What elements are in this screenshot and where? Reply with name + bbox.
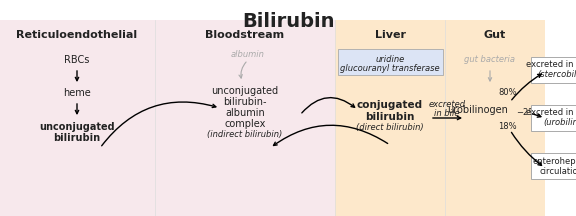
Text: excreted: excreted xyxy=(429,100,465,109)
FancyBboxPatch shape xyxy=(531,57,576,83)
Text: (direct bilirubin): (direct bilirubin) xyxy=(356,123,424,132)
FancyArrowPatch shape xyxy=(102,102,216,146)
Bar xyxy=(335,20,545,216)
Text: excreted in urine: excreted in urine xyxy=(526,108,576,117)
Text: excreted in feces: excreted in feces xyxy=(526,60,576,69)
Text: RBCs: RBCs xyxy=(65,55,90,65)
Text: in bile: in bile xyxy=(434,109,460,118)
Text: (stercobilin): (stercobilin) xyxy=(537,70,576,79)
Text: unconjugated: unconjugated xyxy=(211,86,279,96)
Text: bilirubin-: bilirubin- xyxy=(223,97,267,107)
Text: Liver: Liver xyxy=(374,30,406,40)
Text: Bilirubin: Bilirubin xyxy=(242,12,334,31)
FancyBboxPatch shape xyxy=(531,153,576,179)
FancyArrowPatch shape xyxy=(75,71,79,81)
Text: gut bacteria: gut bacteria xyxy=(464,55,516,64)
Text: enterohepatic: enterohepatic xyxy=(532,157,576,166)
FancyArrowPatch shape xyxy=(433,116,461,120)
Text: albumin: albumin xyxy=(231,50,265,59)
Text: heme: heme xyxy=(63,88,91,98)
Bar xyxy=(0,20,335,216)
Text: 18%: 18% xyxy=(498,122,517,131)
Text: complex: complex xyxy=(224,119,266,129)
FancyArrowPatch shape xyxy=(274,125,388,145)
Text: bilirubin: bilirubin xyxy=(54,133,101,143)
FancyBboxPatch shape xyxy=(531,105,576,131)
Text: unconjugated: unconjugated xyxy=(39,122,115,132)
FancyArrowPatch shape xyxy=(511,132,541,165)
Text: conjugated: conjugated xyxy=(357,100,423,110)
Text: 80%: 80% xyxy=(498,88,517,97)
FancyArrowPatch shape xyxy=(488,71,492,81)
Text: −2%: −2% xyxy=(516,108,536,117)
Text: Gut: Gut xyxy=(484,30,506,40)
FancyBboxPatch shape xyxy=(338,49,442,75)
FancyArrowPatch shape xyxy=(75,104,79,114)
Text: circulation: circulation xyxy=(540,167,576,176)
Text: Reticuloendothelial: Reticuloendothelial xyxy=(17,30,138,40)
FancyArrowPatch shape xyxy=(511,74,541,100)
Text: glucouranyl transferase: glucouranyl transferase xyxy=(340,64,440,73)
Text: urobilinogen: urobilinogen xyxy=(448,105,509,115)
Text: (urobilin): (urobilin) xyxy=(543,118,576,127)
Text: (indirect bilirubin): (indirect bilirubin) xyxy=(207,130,283,139)
FancyArrowPatch shape xyxy=(533,114,541,117)
Text: uridine: uridine xyxy=(376,55,404,64)
Text: bilirubin: bilirubin xyxy=(365,112,415,122)
Text: Bloodstream: Bloodstream xyxy=(206,30,285,40)
FancyArrowPatch shape xyxy=(239,62,246,78)
FancyArrowPatch shape xyxy=(302,98,355,113)
Text: albumin: albumin xyxy=(225,108,265,118)
